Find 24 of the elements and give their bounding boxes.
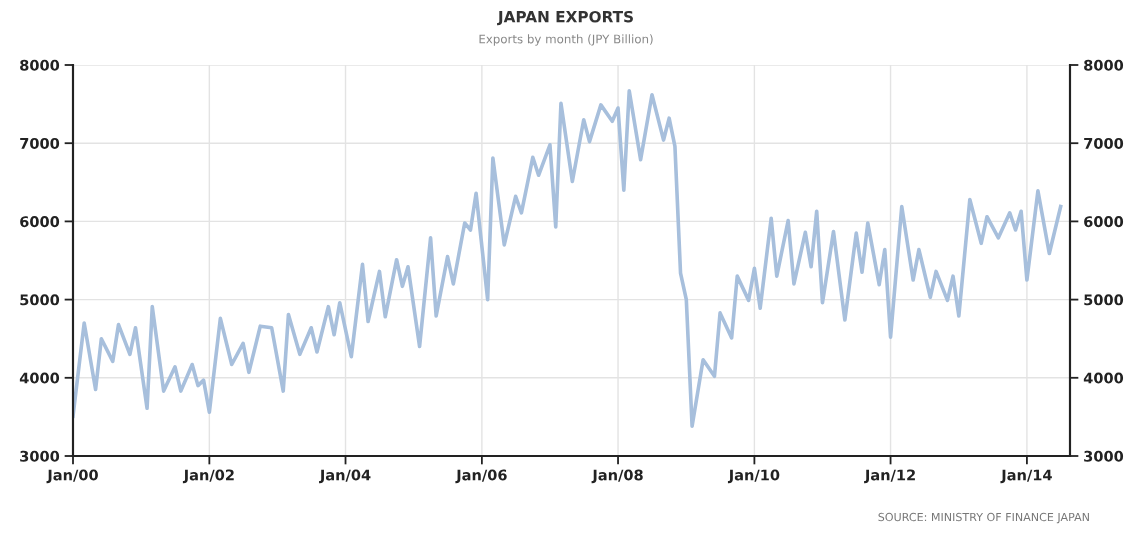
y2-tick-label: 3000 — [1084, 450, 1124, 462]
x-tick-label: Jan/04 — [319, 469, 371, 484]
x-tick-label: Jan/06 — [455, 469, 507, 484]
x-tick-label: Jan/00 — [46, 469, 98, 484]
line-series — [73, 89, 1063, 429]
y-tick-label: 8000 — [20, 59, 60, 71]
y-tick-label: 5000 — [20, 294, 60, 306]
y2-tick-label: 6000 — [1084, 216, 1124, 228]
chart-title: JAPAN EXPORTS — [497, 10, 633, 26]
x-tick-label: Jan/10 — [727, 469, 780, 484]
y2-tick-label: 4000 — [1083, 372, 1124, 384]
y-tick-label: 4000 — [19, 372, 60, 384]
x-tick-label: Jan/12 — [864, 469, 915, 484]
source-note: SOURCE: MINISTRY OF FINANCE JAPAN — [878, 512, 1089, 524]
chart-subtitle: Exports by month (JPY Billion) — [479, 34, 653, 46]
y-tick-label: 7000 — [20, 137, 60, 149]
x-tick-label: Jan/08 — [591, 469, 643, 484]
y-tick-label: 3000 — [20, 450, 60, 462]
y2-tick-label: 8000 — [1084, 59, 1124, 71]
y2-tick-label: 5000 — [1084, 294, 1124, 306]
y-tick-label: 6000 — [20, 216, 60, 228]
x-tick-label: Jan/14 — [1000, 469, 1052, 484]
x-tick-label: Jan/02 — [182, 469, 234, 484]
y2-tick-label: 7000 — [1084, 137, 1124, 149]
